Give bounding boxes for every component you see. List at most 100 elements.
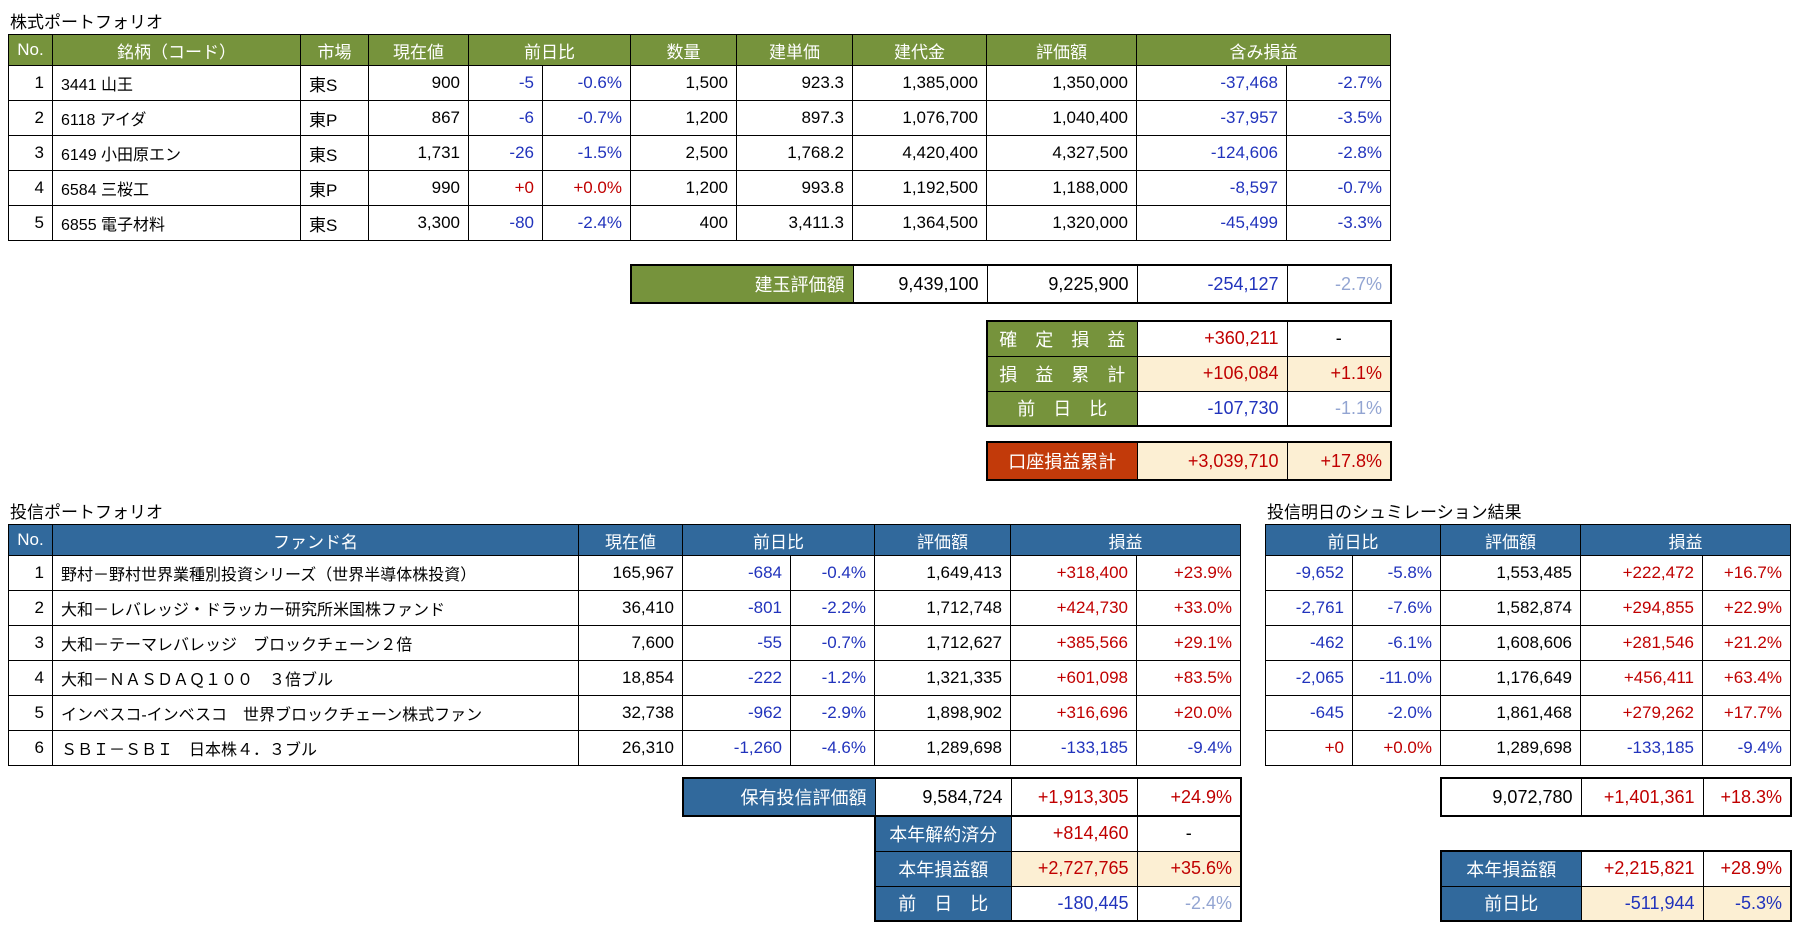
cell-value[interactable]: 1,712,627 xyxy=(874,625,1011,661)
stock-col-header-price[interactable]: 現在値 xyxy=(368,34,469,66)
cell-value[interactable]: 1,289,698 xyxy=(1440,730,1581,766)
cell-unit[interactable]: 3,411.3 xyxy=(736,205,853,241)
cell-pl_pct[interactable]: -0.7% xyxy=(1286,170,1391,206)
sim-value-total[interactable]: 9,072,780 xyxy=(1440,777,1582,817)
cell-chg[interactable]: -2,761 xyxy=(1265,590,1353,626)
sim-ytd-pl-label[interactable]: 本年損益額 xyxy=(1440,850,1582,887)
cell-chg[interactable]: -645 xyxy=(1265,695,1353,731)
cell-chg[interactable]: -462 xyxy=(1265,625,1353,661)
cell-no[interactable]: 3 xyxy=(8,625,53,661)
cell-value[interactable]: 1,553,485 xyxy=(1440,555,1581,591)
sim-ytd-pl-value[interactable]: +2,215,821 xyxy=(1580,850,1704,887)
cell-chg_pct[interactable]: -6.1% xyxy=(1352,625,1441,661)
cell-chg_pct[interactable]: -0.7% xyxy=(542,100,631,136)
cell-price[interactable]: 165,967 xyxy=(578,555,683,591)
cell-qty[interactable]: 2,500 xyxy=(630,135,737,171)
open-positions-value-total[interactable]: 9,225,900 xyxy=(986,264,1138,304)
cell-amount[interactable]: 1,076,700 xyxy=(852,100,987,136)
fund-col-header-price[interactable]: 現在値 xyxy=(578,524,683,556)
cell-chg_pct[interactable]: -1.5% xyxy=(542,135,631,171)
cell-value[interactable]: 1,608,606 xyxy=(1440,625,1581,661)
cell-pl_pct[interactable]: +17.7% xyxy=(1702,695,1791,731)
cell-price[interactable]: 26,310 xyxy=(578,730,683,766)
fund-redeemed-pct[interactable]: - xyxy=(1136,815,1242,852)
cell-value[interactable]: 1,176,649 xyxy=(1440,660,1581,696)
realized-pl-pct[interactable]: - xyxy=(1286,320,1392,357)
fund-redeemed-label[interactable]: 本年解約済分 xyxy=(874,815,1012,852)
stock-col-header-unit-price[interactable]: 建単価 xyxy=(736,34,853,66)
cell-no[interactable]: 1 xyxy=(8,555,53,591)
cell-unit[interactable]: 1,768.2 xyxy=(736,135,853,171)
cell-amount[interactable]: 4,420,400 xyxy=(852,135,987,171)
cell-no[interactable]: 5 xyxy=(8,695,53,731)
cell-market[interactable]: 東P xyxy=(300,100,369,136)
fund-col-header-pl[interactable]: 損益 xyxy=(1010,524,1241,556)
stock-col-header-amount[interactable]: 建代金 xyxy=(852,34,987,66)
cell-pl_pct[interactable]: -9.4% xyxy=(1702,730,1791,766)
cell-pl[interactable]: +424,730 xyxy=(1010,590,1137,626)
open-positions-amount-total[interactable]: 9,439,100 xyxy=(852,264,988,304)
sim-col-header-change[interactable]: 前日比 xyxy=(1265,524,1441,556)
cell-pl[interactable]: +601,098 xyxy=(1010,660,1137,696)
cell-name[interactable]: 大和－ＮＡＳＤＡＱ１００ ３倍ブル xyxy=(52,660,579,696)
cell-pl_pct[interactable]: -2.8% xyxy=(1286,135,1391,171)
cell-chg_pct[interactable]: -2.9% xyxy=(790,695,875,731)
cell-price[interactable]: 18,854 xyxy=(578,660,683,696)
sim-day-change-pct[interactable]: -5.3% xyxy=(1702,885,1792,922)
cell-chg_pct[interactable]: +0.0% xyxy=(1352,730,1441,766)
cell-pl[interactable]: -37,468 xyxy=(1136,65,1287,101)
cell-chg_pct[interactable]: -0.7% xyxy=(790,625,875,661)
cell-chg_pct[interactable]: -2.2% xyxy=(790,590,875,626)
cell-value[interactable]: 1,350,000 xyxy=(986,65,1137,101)
cell-qty[interactable]: 400 xyxy=(630,205,737,241)
cell-value[interactable]: 1,320,000 xyxy=(986,205,1137,241)
cell-name[interactable]: 6118 アイダ xyxy=(52,100,301,136)
sim-col-header-pl[interactable]: 損益 xyxy=(1580,524,1791,556)
cell-pl_pct[interactable]: +29.1% xyxy=(1136,625,1241,661)
cell-name[interactable]: インベスコ-インベスコ 世界ブロックチェーン株式ファン xyxy=(52,695,579,731)
cell-chg_pct[interactable]: -2.0% xyxy=(1352,695,1441,731)
cell-value[interactable]: 1,188,000 xyxy=(986,170,1137,206)
cell-chg_pct[interactable]: -11.0% xyxy=(1352,660,1441,696)
fund-day-change-label[interactable]: 前 日 比 xyxy=(874,885,1012,922)
cell-name[interactable]: 6855 電子材料 xyxy=(52,205,301,241)
cell-qty[interactable]: 1,500 xyxy=(630,65,737,101)
fund-col-header-change[interactable]: 前日比 xyxy=(682,524,875,556)
cell-pl[interactable]: +318,400 xyxy=(1010,555,1137,591)
cell-pl[interactable]: -45,499 xyxy=(1136,205,1287,241)
fund-day-change-value[interactable]: -180,445 xyxy=(1010,885,1138,922)
cell-market[interactable]: 東S xyxy=(300,65,369,101)
cell-price[interactable]: 1,731 xyxy=(368,135,469,171)
cell-name[interactable]: 野村－野村世界業種別投資シリーズ（世界半導体株投資） xyxy=(52,555,579,591)
cell-pl_pct[interactable]: +33.0% xyxy=(1136,590,1241,626)
cell-value[interactable]: 1,898,902 xyxy=(874,695,1011,731)
cell-pl_pct[interactable]: +21.2% xyxy=(1702,625,1791,661)
cell-no[interactable]: 1 xyxy=(8,65,53,101)
stock-col-header-pl[interactable]: 含み損益 xyxy=(1136,34,1391,66)
fund-col-header-value[interactable]: 評価額 xyxy=(874,524,1011,556)
cell-price[interactable]: 990 xyxy=(368,170,469,206)
stock-col-header-qty[interactable]: 数量 xyxy=(630,34,737,66)
stock-col-header-name[interactable]: 銘柄（コード） xyxy=(52,34,301,66)
sim-day-change-value[interactable]: -511,944 xyxy=(1580,885,1704,922)
cell-pl_pct[interactable]: +16.7% xyxy=(1702,555,1791,591)
open-positions-value-label[interactable]: 建玉評価額 xyxy=(630,264,854,304)
stock-col-header-value[interactable]: 評価額 xyxy=(986,34,1137,66)
fund-day-change-pct[interactable]: -2.4% xyxy=(1136,885,1242,922)
cell-pl[interactable]: -133,185 xyxy=(1580,730,1703,766)
cell-amount[interactable]: 1,192,500 xyxy=(852,170,987,206)
cell-pl_pct[interactable]: +63.4% xyxy=(1702,660,1791,696)
fund-ytd-pl-label[interactable]: 本年損益額 xyxy=(874,850,1012,887)
open-positions-pl-pct[interactable]: -2.7% xyxy=(1286,264,1392,304)
cell-no[interactable]: 5 xyxy=(8,205,53,241)
stock-col-header-no[interactable]: No. xyxy=(8,34,53,66)
cell-pl_pct[interactable]: +23.9% xyxy=(1136,555,1241,591)
cell-pl[interactable]: +281,546 xyxy=(1580,625,1703,661)
cell-value[interactable]: 1,289,698 xyxy=(874,730,1011,766)
cell-chg[interactable]: -80 xyxy=(468,205,543,241)
cell-no[interactable]: 3 xyxy=(8,135,53,171)
cell-pl_pct[interactable]: -9.4% xyxy=(1136,730,1241,766)
cell-chg_pct[interactable]: -7.6% xyxy=(1352,590,1441,626)
cell-pl[interactable]: +456,411 xyxy=(1580,660,1703,696)
cell-pl_pct[interactable]: +20.0% xyxy=(1136,695,1241,731)
